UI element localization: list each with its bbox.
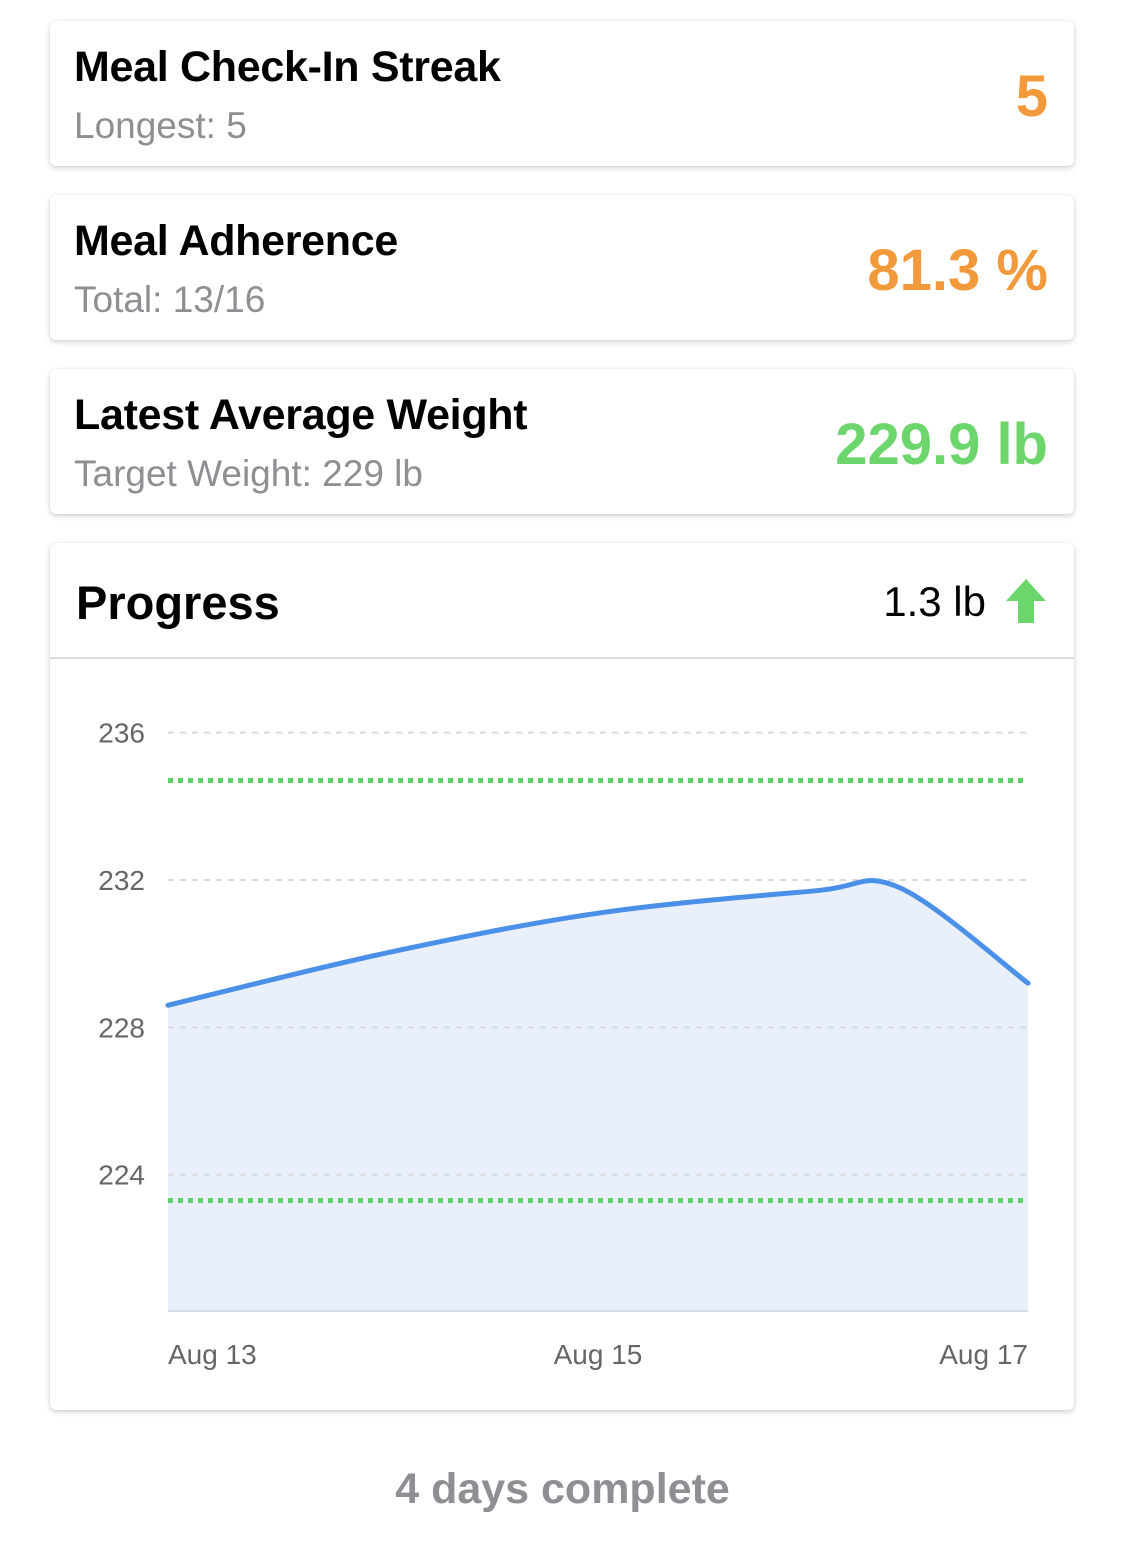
weight-card[interactable]: Latest Average Weight Target Weight: 229…: [50, 369, 1074, 514]
x-tick-label: Aug 13: [168, 1339, 257, 1370]
x-tick-label: Aug 15: [554, 1339, 643, 1370]
weight-title: Latest Average Weight: [74, 391, 528, 439]
weight-chart: 224 228 232 236 Aug 13 Aug 15 Aug 17: [98, 718, 1031, 1370]
adherence-card[interactable]: Meal Adherence Total: 13/16 81.3 %: [50, 195, 1074, 340]
adherence-value: 81.3 %: [867, 238, 1048, 303]
x-tick-label: Aug 17: [939, 1339, 1028, 1370]
arrow-up-icon: [1006, 579, 1046, 623]
days-complete: 4 days complete: [395, 1465, 730, 1513]
progress-title: Progress: [76, 576, 280, 629]
progress-card[interactable]: Progress 1.3 lb 224 228 232 236 Aug 13 Aug 15…: [50, 543, 1074, 1410]
progress-delta: 1.3 lb: [883, 578, 986, 625]
y-tick-label: 224: [98, 1160, 145, 1191]
adherence-title: Meal Adherence: [74, 217, 398, 265]
streak-value: 5: [1015, 64, 1048, 129]
weight-series-line: [165, 878, 1031, 1008]
weight-value: 229.9 lb: [835, 412, 1048, 477]
y-tick-label: 236: [98, 718, 145, 749]
progress-header: Progress 1.3 lb: [50, 543, 1074, 659]
target-weight: Target Weight: 229 lb: [74, 453, 423, 494]
chart-area-fill: [168, 880, 1028, 1311]
adherence-total: Total: 13/16: [74, 279, 266, 320]
y-tick-label: 228: [98, 1012, 145, 1043]
streak-longest: Longest: 5: [74, 105, 247, 146]
streak-title: Meal Check-In Streak: [74, 43, 501, 91]
y-tick-label: 232: [98, 865, 145, 896]
streak-card[interactable]: Meal Check-In Streak Longest: 5 5: [50, 21, 1074, 166]
